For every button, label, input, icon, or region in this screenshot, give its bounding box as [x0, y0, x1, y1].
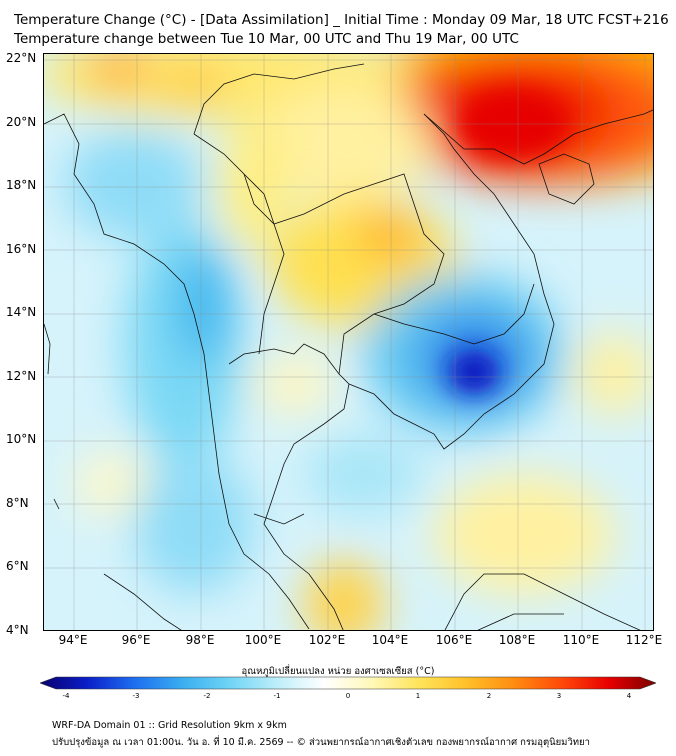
colorbar-tick: 3 — [556, 692, 562, 700]
footer-credit: ปรับปรุงข้อมูล ณ เวลา 01:00น. วัน อ. ที่… — [52, 737, 590, 748]
colorbar-tick: 1 — [415, 692, 421, 700]
lat-label-20n: 20°N — [6, 115, 37, 129]
lat-label-8n: 8°N — [6, 496, 29, 510]
lat-label-10n: 10°N — [6, 432, 37, 446]
lon-label-110e: 110°E — [562, 633, 600, 647]
colorbar-tick: -3 — [132, 692, 140, 700]
colorbar-title: อุณหภูมิเปลี่ยนแปลง หน่วย องศาเซลเซียส (… — [241, 666, 435, 677]
coastlines-and-borders — [44, 63, 653, 630]
colorbar-tick: 0 — [345, 692, 351, 700]
lat-label-22n: 22°N — [6, 51, 37, 65]
lon-label-112e: 112°E — [625, 633, 663, 647]
colorbar — [40, 676, 656, 690]
lon-label-100e: 100°E — [244, 633, 282, 647]
lon-label-94e: 94°E — [58, 633, 88, 647]
lat-label-4n: 4°N — [6, 623, 29, 637]
footer-model-info: WRF-DA Domain 01 :: Grid Resolution 9km … — [52, 720, 287, 731]
lon-label-98e: 98°E — [185, 633, 215, 647]
colorbar-tick: -1 — [273, 692, 281, 700]
colorbar-tick: 2 — [486, 692, 492, 700]
lon-label-104e: 104°E — [371, 633, 409, 647]
map-subtitle: Temperature change between Tue 10 Mar, 0… — [14, 31, 519, 47]
lon-label-96e: 96°E — [121, 633, 151, 647]
lon-label-106e: 106°E — [435, 633, 473, 647]
colorbar-tick: -2 — [203, 692, 211, 700]
lat-label-16n: 16°N — [6, 242, 37, 256]
lat-label-18n: 18°N — [6, 178, 37, 192]
temperature-change-map — [43, 53, 654, 631]
lat-label-14n: 14°N — [6, 305, 37, 319]
lat-label-6n: 6°N — [6, 559, 29, 573]
graticule — [44, 54, 653, 630]
lon-label-108e: 108°E — [498, 633, 536, 647]
lat-label-12n: 12°N — [6, 369, 37, 383]
map-title: Temperature Change (°C) - [Data Assimila… — [14, 12, 669, 28]
colorbar-tick: -4 — [62, 692, 70, 700]
lon-label-102e: 102°E — [308, 633, 346, 647]
colorbar-tick: 4 — [626, 692, 632, 700]
